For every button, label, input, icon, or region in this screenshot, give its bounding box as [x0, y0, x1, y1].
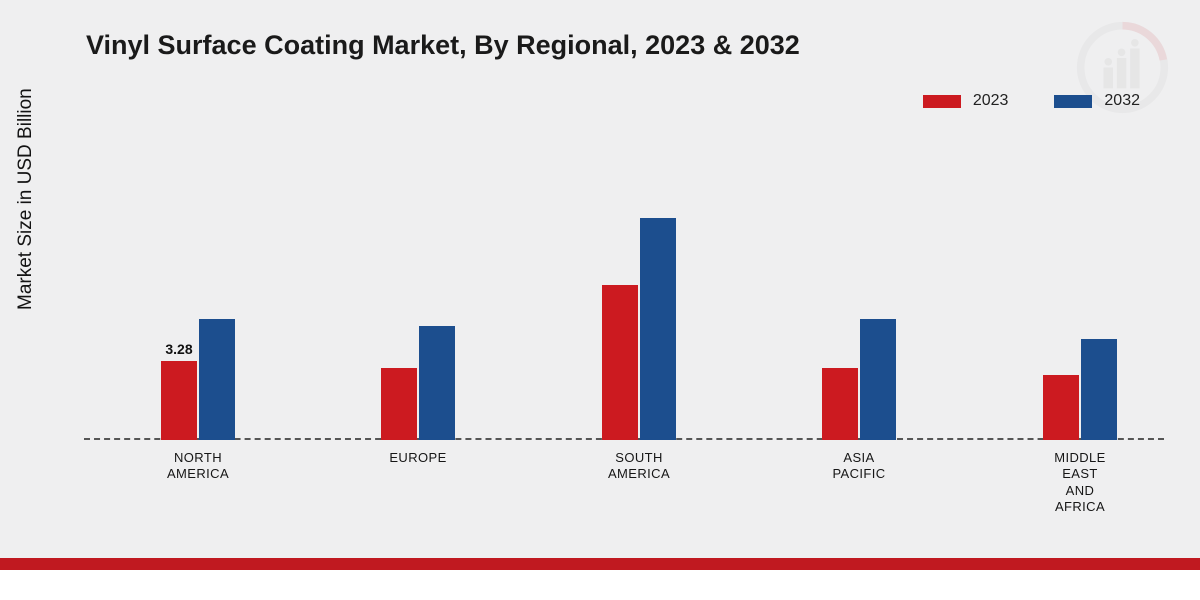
chart-canvas: Vinyl Surface Coating Market, By Regiona… [0, 0, 1200, 600]
legend: 2023 2032 [923, 92, 1140, 110]
bar-group: 3.28NORTH AMERICA [161, 319, 235, 440]
footer-red-strip [0, 558, 1200, 570]
bar [419, 326, 455, 440]
bar-group: MIDDLE EAST AND AFRICA [1043, 339, 1117, 441]
legend-item-2032: 2032 [1054, 92, 1140, 110]
plot-area: 3.28NORTH AMERICA EUROPE SOUTH AMERICA ASIA… [84, 150, 1164, 440]
chart-title: Vinyl Surface Coating Market, By Regiona… [86, 30, 800, 61]
bar [1081, 339, 1117, 441]
bar [381, 368, 417, 441]
bar: 3.28 [161, 361, 197, 440]
legend-item-2023: 2023 [923, 92, 1009, 110]
bar [860, 319, 896, 440]
legend-swatch [923, 95, 961, 108]
footer-white-band [0, 570, 1200, 600]
bar-group: EUROPE [381, 326, 455, 440]
bar [602, 285, 638, 440]
bar [822, 368, 858, 441]
legend-swatch [1054, 95, 1092, 108]
legend-label: 2023 [973, 92, 1009, 110]
x-axis-category-label: EUROPE [389, 450, 446, 466]
x-axis-category-label: SOUTH AMERICA [608, 450, 670, 483]
legend-label: 2032 [1104, 92, 1140, 110]
y-axis-label: Market Size in USD Billion [15, 88, 37, 310]
x-axis-category-label: ASIA PACIFIC [832, 450, 885, 483]
bar-group: ASIA PACIFIC [822, 319, 896, 440]
bar-value-label: 3.28 [165, 341, 192, 357]
bar [640, 218, 676, 440]
x-axis-category-label: NORTH AMERICA [167, 450, 229, 483]
bar [1043, 375, 1079, 440]
x-axis-category-label: MIDDLE EAST AND AFRICA [1054, 450, 1106, 515]
bar-group: SOUTH AMERICA [602, 218, 676, 440]
bar [199, 319, 235, 440]
